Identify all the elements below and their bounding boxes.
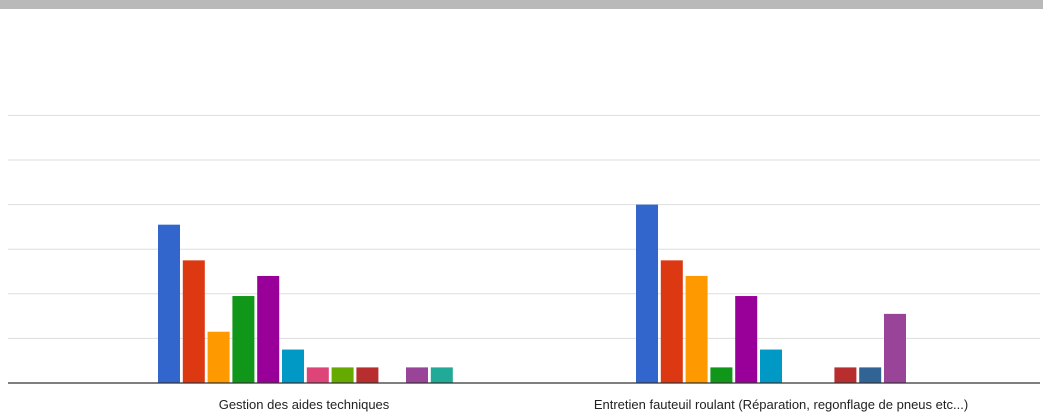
bar-cat0-series4 bbox=[257, 275, 280, 383]
bar-cat1-series5 bbox=[760, 349, 782, 383]
bar-cat1-series4 bbox=[735, 296, 758, 383]
bar-cat1-series8 bbox=[834, 367, 857, 383]
bar-cat1-series9 bbox=[859, 367, 882, 383]
category-label-1: Entretien fauteuil roulant (Réparation, … bbox=[594, 397, 968, 412]
bars bbox=[158, 204, 906, 383]
bar-cat0-series6 bbox=[306, 367, 329, 383]
bar-cat1-series3 bbox=[710, 367, 733, 383]
bar-cat0-series1 bbox=[182, 260, 205, 383]
category-label-0: Gestion des aides techniques bbox=[219, 397, 390, 412]
bar-cat1-series0 bbox=[636, 204, 658, 383]
bar-cat0-series2 bbox=[207, 331, 230, 383]
bar-cat0-series7 bbox=[331, 367, 354, 383]
bar-cat0-series10 bbox=[406, 367, 428, 383]
bar-cat1-series1 bbox=[660, 260, 683, 383]
bar-cat0-series0 bbox=[158, 224, 180, 383]
top-border-bar bbox=[0, 0, 1043, 9]
bar-cat0-series11 bbox=[430, 367, 453, 383]
bar-cat0-series3 bbox=[232, 296, 255, 383]
bar-cat0-series5 bbox=[282, 349, 304, 383]
bar-cat0-series8 bbox=[356, 367, 379, 383]
bar-cat1-series10 bbox=[884, 313, 906, 383]
bar-cat1-series2 bbox=[685, 275, 708, 383]
